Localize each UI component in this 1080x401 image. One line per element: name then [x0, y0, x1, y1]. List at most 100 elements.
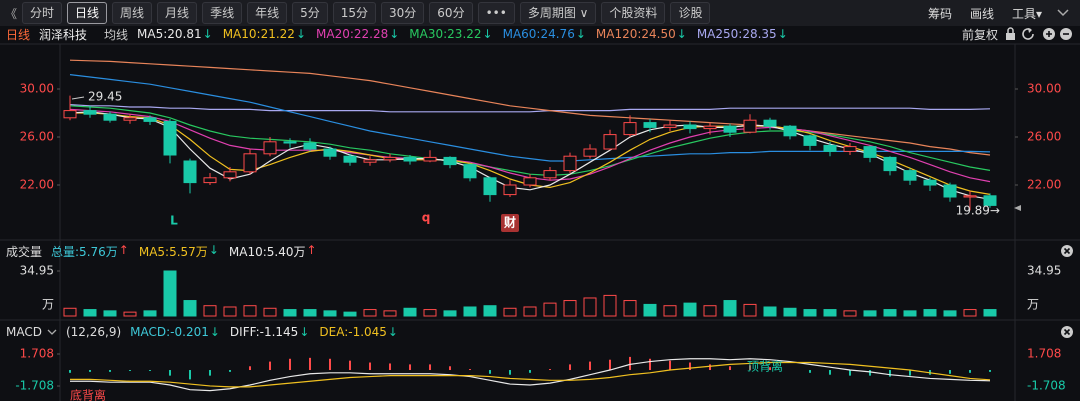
legend-label: 总量:5.76万 — [51, 244, 118, 259]
candle-body — [243, 153, 257, 173]
y-tick-label: 34.95 — [20, 264, 54, 278]
candle-body — [723, 125, 737, 133]
volume-header: 成交量 总量:5.76万 ↑ MA5:5.57万 ↓ MA10:5.40万 ↑ — [6, 242, 1074, 260]
legend-arrow: ↓ — [482, 27, 493, 41]
volume-bar — [763, 306, 777, 317]
candle-body — [683, 124, 697, 130]
header-icons[interactable] — [1004, 27, 1074, 41]
volume-bar — [123, 311, 137, 317]
volume-bar — [283, 309, 297, 317]
volume-bar — [343, 311, 357, 317]
candle-body — [363, 159, 377, 163]
legend-item: MACD:-0.201 ↓ — [130, 325, 220, 339]
annotation: 19.89→ — [956, 204, 1000, 218]
volume-bar — [903, 310, 917, 317]
header-tools: 前复权 — [962, 26, 1074, 43]
macd-line — [70, 358, 991, 392]
y-unit: 万 — [42, 298, 54, 312]
period-tab[interactable]: 诊股 — [670, 2, 711, 24]
candle-body — [63, 110, 77, 119]
volume-bar — [523, 306, 537, 317]
ma-line — [69, 74, 991, 162]
y-tick-label: -1.708 — [1027, 379, 1066, 393]
volume-bar — [563, 300, 577, 317]
volume-bar — [843, 310, 857, 317]
candle-body — [83, 110, 97, 115]
period-tab[interactable]: ••• — [477, 2, 515, 24]
panel-title[interactable]: MACD — [6, 325, 42, 339]
volume-bar — [883, 309, 897, 317]
legend-label: MA10:21.22 — [222, 27, 295, 41]
candle-body — [143, 117, 157, 122]
volume-bar — [703, 305, 717, 317]
candle-body — [563, 155, 577, 172]
leader-line — [71, 96, 85, 100]
period-tab[interactable]: 多周期图 ∨ — [519, 2, 597, 24]
volume-bar — [103, 310, 117, 317]
volume-bar — [663, 305, 677, 317]
badge — [501, 214, 519, 232]
period-tab[interactable]: 周线 — [112, 2, 153, 24]
y-tick-label: 22.00 — [1027, 178, 1061, 192]
candle-body — [643, 122, 657, 128]
volume-bar — [823, 309, 837, 317]
y-tick-label: 26.00 — [20, 130, 54, 144]
candle-body — [963, 195, 977, 198]
ma-line — [69, 111, 991, 200]
close-icon[interactable] — [1060, 244, 1074, 258]
period-tab[interactable]: 季线 — [202, 2, 243, 24]
period-tab[interactable]: 日线 — [67, 2, 108, 24]
nav-back[interactable]: 《 — [4, 6, 17, 21]
menu-icon[interactable] — [1056, 6, 1070, 20]
period-tab[interactable]: 60分 — [429, 2, 473, 24]
tool-button[interactable]: 画线 — [969, 6, 994, 21]
legend-label: MA60:24.76 — [502, 27, 575, 41]
candle-body — [303, 142, 317, 150]
legend-arrow: ↓ — [202, 27, 213, 41]
legend-label: MA120:24.50 — [595, 27, 676, 41]
volume-bar — [263, 307, 277, 317]
volume-bar — [143, 310, 157, 317]
period-tab[interactable]: 年线 — [247, 2, 288, 24]
period-tab[interactable]: 月线 — [157, 2, 198, 24]
legend-label: DIFF:-1.145 — [229, 325, 299, 339]
legend-arrow: ↓ — [209, 325, 220, 339]
candle-body — [543, 170, 557, 179]
candle-body — [383, 156, 397, 161]
candle-body — [663, 124, 677, 128]
candle-body — [983, 195, 997, 206]
y-tick-label: -1.708 — [15, 379, 54, 393]
annotation: 底背离 — [70, 388, 106, 401]
volume-bar — [483, 305, 497, 317]
candle-body — [163, 120, 177, 156]
volume-bar — [203, 305, 217, 317]
volume-bar — [403, 307, 417, 317]
dropdown-icon[interactable] — [47, 327, 57, 337]
legend-arrow: ↑ — [118, 242, 129, 257]
ma-label[interactable]: 均线 — [104, 27, 129, 42]
volume-bar — [503, 307, 517, 317]
volume-bar — [303, 309, 317, 317]
candle-body — [103, 113, 117, 121]
candle-body — [203, 177, 217, 184]
adjust[interactable]: 前复权 — [961, 27, 998, 42]
period-tab[interactable]: 5分 — [292, 2, 328, 24]
legend-item: MA5:5.57万 ↓ — [139, 243, 219, 260]
legend-label: DEA:-1.045 — [319, 325, 387, 339]
toolbar: 《 分时 日线 周线 月线 季线 年线 5分 15分 30分 60分 ••• 多周期图 ∨ 个股资料 诊股… — [0, 0, 1080, 26]
candle-body — [463, 164, 477, 179]
volume-bar — [623, 300, 637, 317]
close-icon[interactable] — [1060, 325, 1074, 339]
period-tab[interactable]: 30分 — [381, 2, 425, 24]
tool-button[interactable]: 工具▾ — [1011, 6, 1042, 21]
tool-button[interactable]: 筹码 — [927, 6, 952, 21]
y-tick-label: 30.00 — [1027, 82, 1061, 96]
macd-header: MACD (12,26,9) MACD:-0.201 ↓ DIFF:-1.145 ↓ D… — [6, 323, 1074, 341]
period-tab[interactable]: 个股资料 — [601, 2, 666, 24]
legend-item: MA5:20.81 ↓ — [137, 27, 213, 41]
period-tab[interactable]: 15分 — [332, 2, 377, 24]
stock-name: 润泽科技 — [39, 27, 88, 42]
period-tab[interactable]: 分时 — [22, 2, 63, 24]
volume-bar — [383, 310, 397, 317]
volume-bar — [963, 309, 977, 317]
